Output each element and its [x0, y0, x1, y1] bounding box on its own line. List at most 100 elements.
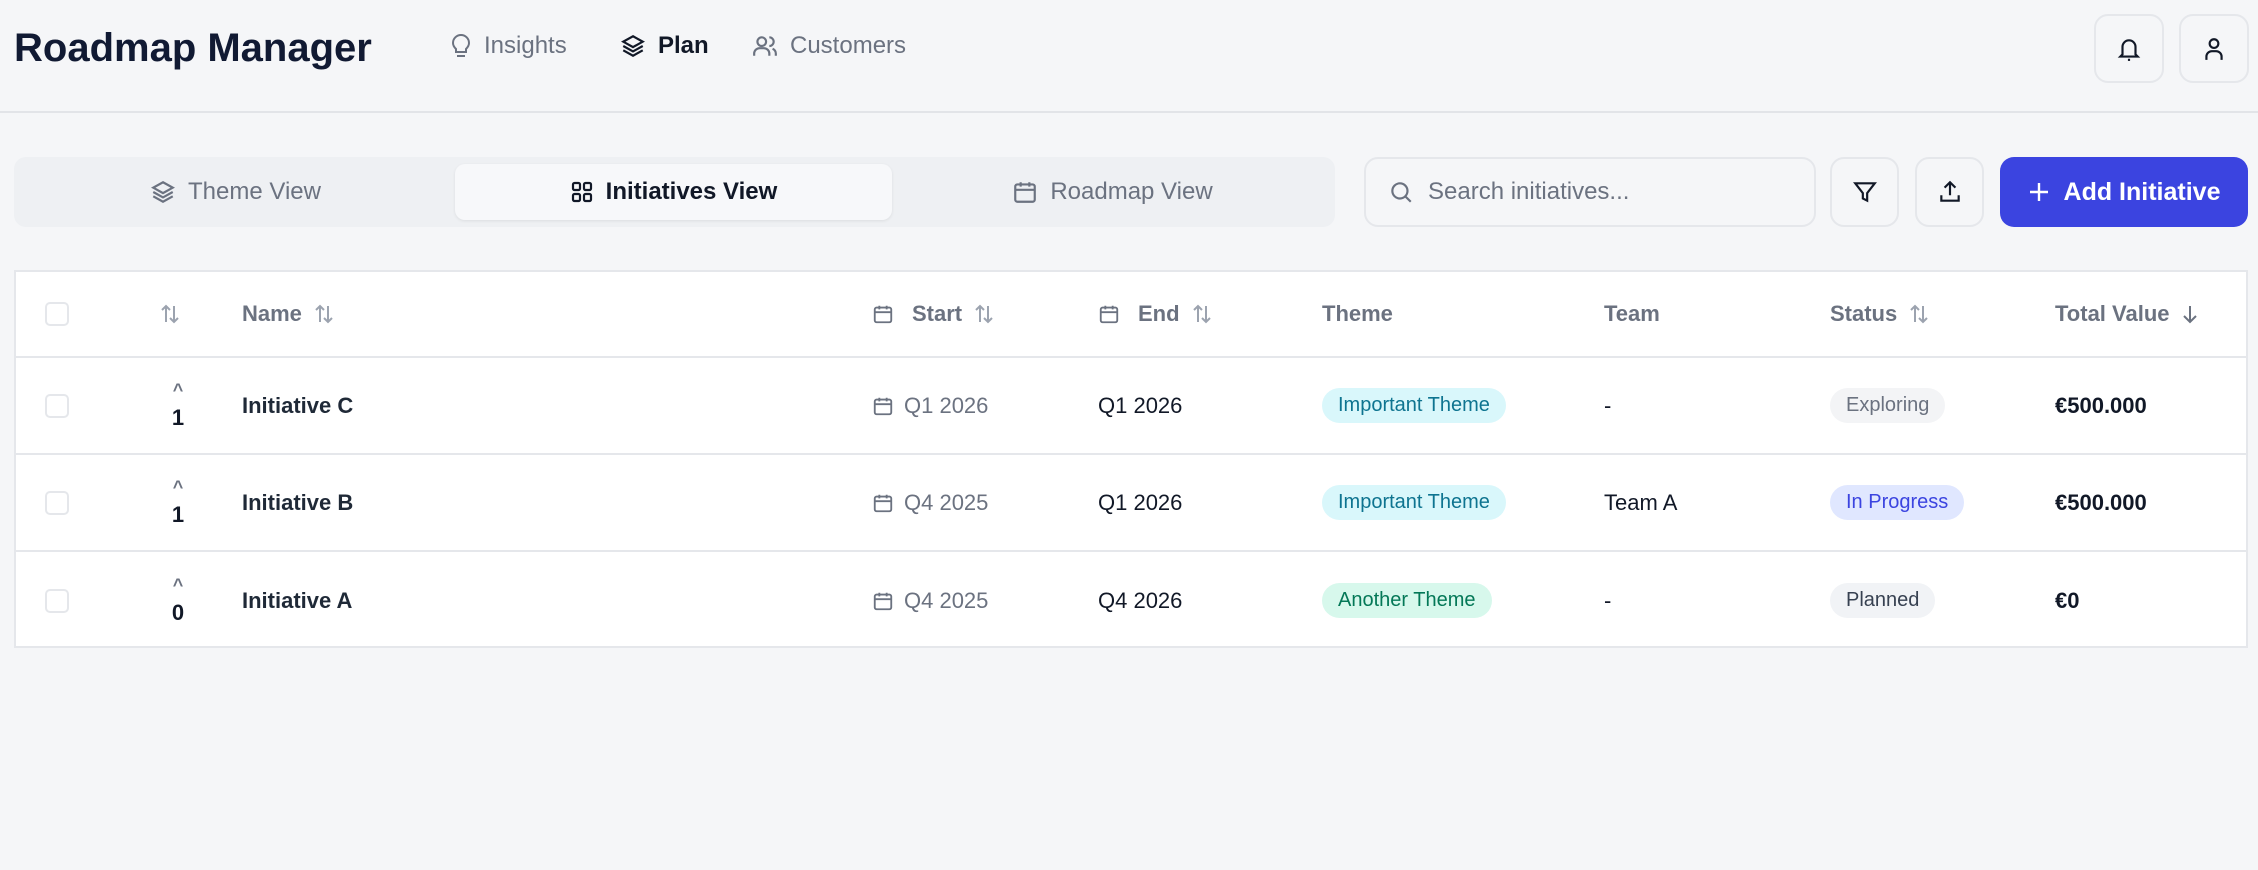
export-button[interactable] [1915, 157, 1984, 227]
start-date: Q4 2025 [904, 489, 989, 515]
initiative-name[interactable]: Initiative B [242, 489, 354, 515]
vote-control: ^ 1 [158, 381, 198, 431]
theme-badge: Important Theme [1322, 388, 1506, 423]
start-date: Q4 2025 [904, 587, 989, 613]
header-theme: Theme [1308, 301, 1590, 327]
header-total-value[interactable]: Total Value [2041, 301, 2246, 327]
table-row[interactable]: ^ 0 Initiative A Q4 2025 Q4 2026 Another … [16, 552, 2246, 649]
tab-label: Theme View [188, 178, 321, 205]
upvote-icon[interactable]: ^ [172, 574, 184, 595]
upload-icon [1937, 179, 1963, 205]
tab-label: Initiatives View [605, 178, 778, 205]
row-checkbox[interactable] [45, 588, 69, 613]
sort-icon [158, 302, 182, 326]
plus-icon [2028, 181, 2050, 203]
tab-label: Roadmap View [1050, 178, 1213, 205]
calendar-icon [872, 589, 894, 613]
header-team-label: Team [1604, 301, 1660, 326]
upvote-icon[interactable]: ^ [172, 476, 184, 497]
row-checkbox[interactable] [45, 393, 69, 418]
tab-roadmap-view[interactable]: Roadmap View [894, 164, 1331, 220]
header-team: Team [1590, 301, 1816, 327]
search-input[interactable] [1428, 178, 1808, 206]
nav-customers-label: Customers [790, 32, 907, 59]
start-date: Q1 2026 [904, 392, 989, 418]
calendar-icon [872, 491, 894, 515]
sort-icon [1190, 302, 1214, 326]
header-start-label: Start [912, 301, 963, 326]
theme-badge: Another Theme [1322, 583, 1492, 618]
sort-votes-button[interactable] [114, 302, 242, 326]
table-row[interactable]: ^ 1 Initiative B Q4 2025 Q1 2026 Importan… [16, 455, 2246, 552]
user-icon [2201, 36, 2227, 62]
end-date: Q4 2026 [1098, 587, 1183, 613]
calendar-icon [872, 302, 894, 326]
layers-icon [620, 33, 646, 59]
nav-plan-label: Plan [658, 32, 709, 59]
header-start[interactable]: Start [858, 301, 1084, 327]
sort-icon [1907, 302, 1931, 326]
theme-badge: Important Theme [1322, 485, 1506, 520]
initiatives-table: Name Start End Theme Team Status Total V… [14, 270, 2248, 648]
header-end-label: End [1138, 301, 1180, 326]
vote-count: 1 [171, 501, 185, 527]
header-name-label: Name [242, 301, 302, 326]
select-all-checkbox[interactable] [45, 302, 69, 326]
table-header: Name Start End Theme Team Status Total V… [16, 272, 2246, 358]
filter-button[interactable] [1830, 157, 1899, 227]
view-tabs: Theme View Initiatives View Roadmap View [14, 157, 1335, 227]
initiative-name[interactable]: Initiative C [242, 392, 354, 418]
nav-insights-label: Insights [484, 32, 567, 59]
nav-customers[interactable]: Customers [752, 32, 906, 60]
filter-icon [1852, 179, 1878, 205]
search-box[interactable] [1364, 157, 1816, 227]
end-date: Q1 2026 [1098, 489, 1183, 515]
nav-insights[interactable]: Insights [450, 32, 567, 60]
profile-button[interactable] [2179, 14, 2249, 83]
calendar-icon [872, 394, 894, 418]
total-value: €500.000 [2055, 392, 2147, 418]
header-status[interactable]: Status [1816, 301, 2041, 327]
table-row[interactable]: ^ 1 Initiative C Q1 2026 Q1 2026 Importan… [16, 358, 2246, 455]
notifications-button[interactable] [2094, 14, 2164, 83]
team-value: - [1604, 587, 1612, 613]
header-status-label: Status [1830, 301, 1898, 326]
add-initiative-button[interactable]: Add Initiative [2000, 157, 2248, 227]
team-value: Team A [1604, 489, 1678, 515]
vote-count: 0 [171, 599, 185, 625]
sort-icon [972, 302, 996, 326]
arrow-down-icon [2180, 303, 2200, 325]
vote-control: ^ 0 [158, 576, 198, 626]
status-badge: Exploring [1830, 388, 1946, 423]
tab-initiatives-view[interactable]: Initiatives View [455, 164, 892, 220]
total-value: €0 [2055, 587, 2080, 613]
calendar-icon [1098, 302, 1120, 326]
users-icon [752, 33, 778, 59]
status-badge: In Progress [1830, 485, 1965, 520]
vote-control: ^ 1 [158, 478, 198, 528]
header-total-value-label: Total Value [2055, 301, 2170, 326]
app-title: Roadmap Manager [14, 26, 372, 70]
tab-theme-view[interactable]: Theme View [17, 164, 454, 220]
row-checkbox[interactable] [45, 490, 69, 515]
vote-count: 1 [171, 404, 185, 430]
nav-plan[interactable]: Plan [620, 32, 709, 60]
end-date: Q1 2026 [1098, 392, 1183, 418]
calendar-icon [1012, 179, 1038, 205]
grid-icon [570, 180, 594, 204]
header-name[interactable]: Name [242, 301, 858, 327]
lightbulb-icon [450, 33, 472, 59]
add-initiative-label: Add Initiative [2063, 177, 2221, 206]
upvote-icon[interactable]: ^ [172, 379, 184, 400]
status-badge: Planned [1830, 583, 1936, 618]
bell-icon [2116, 36, 2142, 62]
header-end[interactable]: End [1084, 301, 1308, 327]
sort-icon [312, 302, 336, 326]
layers-icon [150, 179, 176, 205]
total-value: €500.000 [2055, 489, 2147, 515]
top-header: Roadmap Manager Insights Plan Customers [0, 0, 2258, 113]
search-icon [1388, 179, 1414, 205]
header-theme-label: Theme [1322, 301, 1393, 326]
team-value: - [1604, 392, 1612, 418]
initiative-name[interactable]: Initiative A [242, 587, 353, 613]
